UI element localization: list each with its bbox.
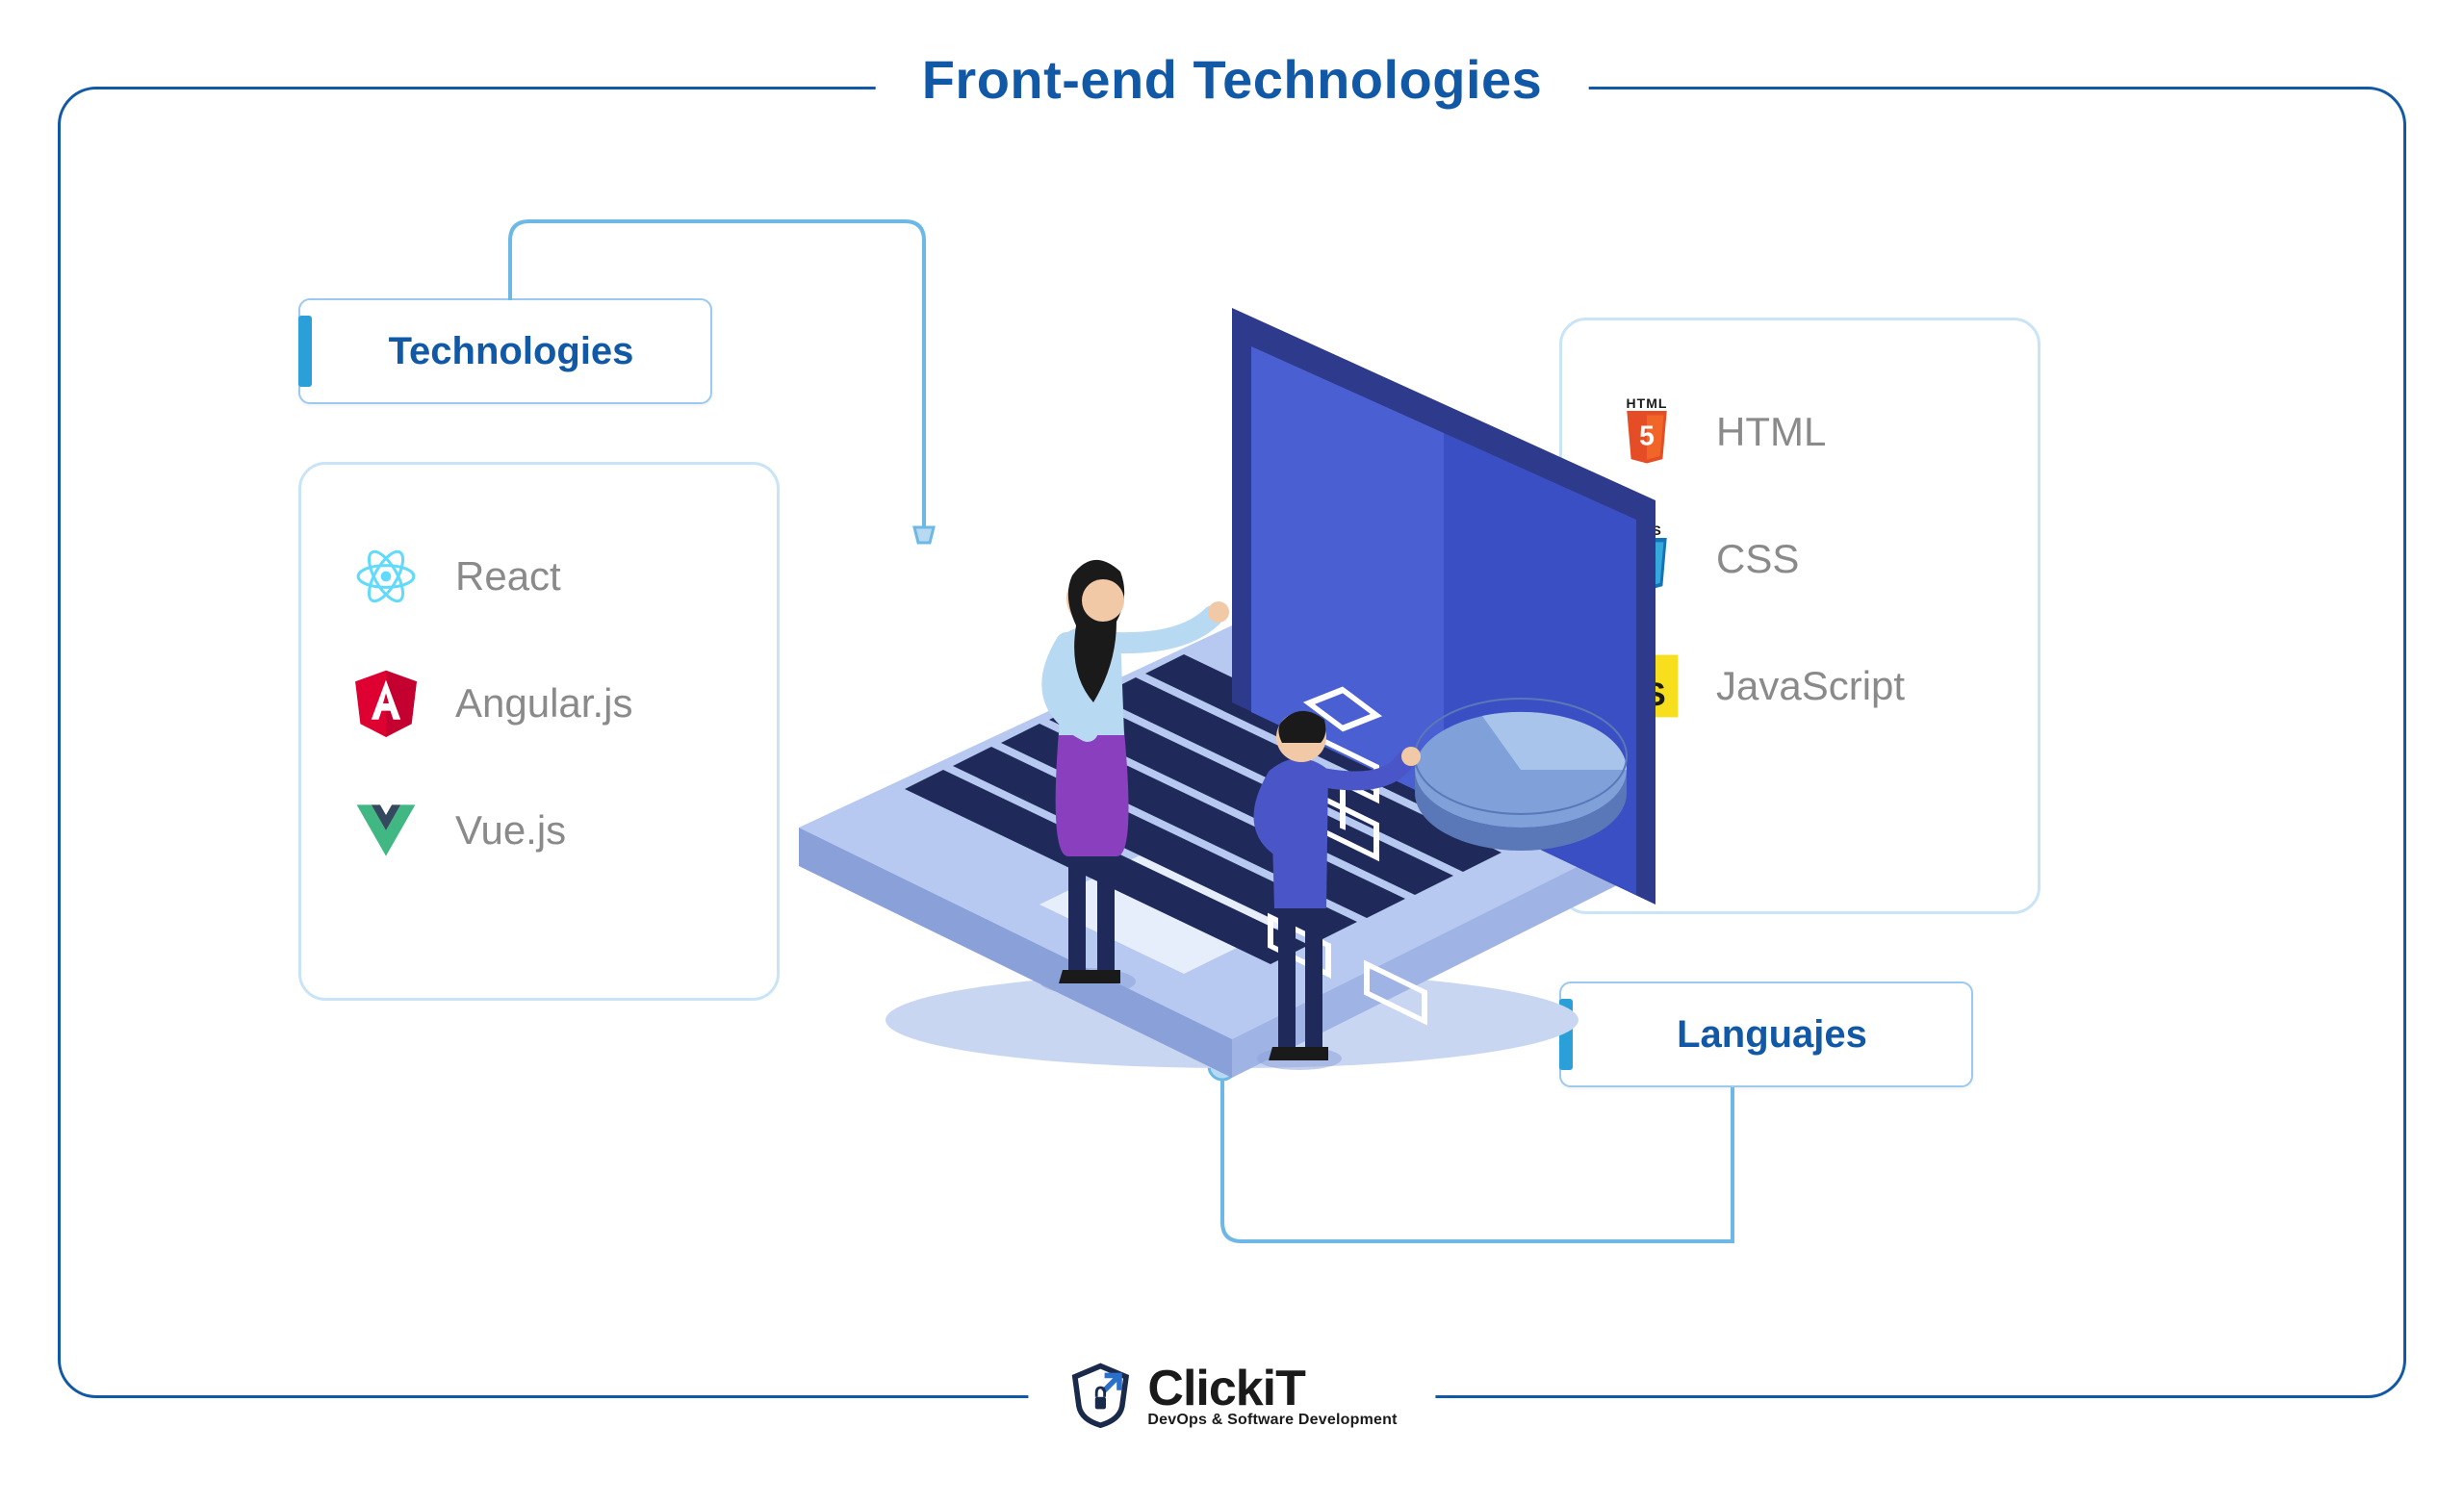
item-label: CSS <box>1716 536 1799 582</box>
laptop-illustration <box>732 289 1694 1078</box>
item-label: React <box>455 553 561 599</box>
brand-name: ClickiT <box>1147 1360 1397 1417</box>
technologies-header: Technologies <box>298 298 712 404</box>
item-label: HTML <box>1716 409 1826 455</box>
brand-logo: ClickiT DevOps & Software Development <box>1028 1360 1435 1429</box>
list-item: React <box>349 540 729 613</box>
item-label: Angular.js <box>455 680 632 727</box>
react-icon <box>349 540 423 613</box>
item-label: Vue.js <box>455 807 566 854</box>
brand-tagline: DevOps & Software Development <box>1147 1412 1397 1429</box>
page-title: Front-end Technologies <box>876 48 1589 111</box>
list-item: Angular.js <box>349 667 729 740</box>
angular-icon <box>349 667 423 740</box>
technologies-card: React Angular.js Vue.js <box>298 462 780 1001</box>
vue-icon <box>349 794 423 867</box>
shield-icon <box>1066 1361 1134 1428</box>
list-item: Vue.js <box>349 794 729 867</box>
technologies-header-label: Technologies <box>312 330 710 373</box>
item-label: JavaScript <box>1716 663 1905 709</box>
header-accent <box>298 316 312 387</box>
